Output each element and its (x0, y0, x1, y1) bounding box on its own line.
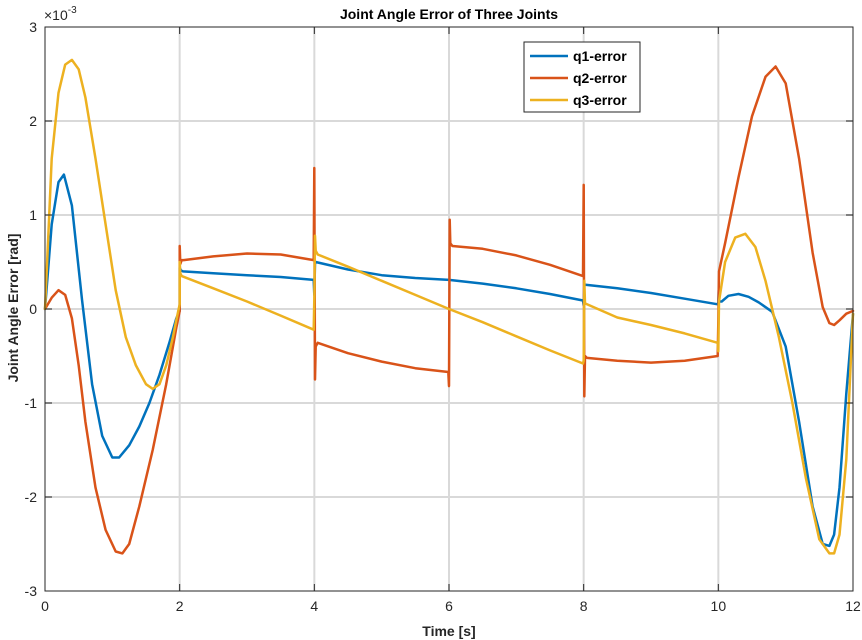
legend: q1-error q2-error q3-error (523, 41, 641, 113)
y-tick-label: -3 (25, 583, 38, 599)
legend-label-q1: q1-error (573, 48, 627, 64)
legend-label-q3: q3-error (573, 92, 627, 108)
x-tick-label: 4 (310, 598, 318, 614)
y-tick-label: 1 (29, 207, 37, 223)
y-tick-label: 2 (29, 113, 37, 129)
series-line-q2-error (43, 65, 855, 555)
y-tick-label: -1 (25, 395, 38, 411)
x-tick-label: 10 (711, 598, 727, 614)
x-tick-label: 6 (445, 598, 453, 614)
legend-label-q2: q2-error (573, 70, 627, 86)
y-tick-label: 0 (29, 301, 37, 317)
y-axis-label: Joint Angle Error [rad] (5, 234, 21, 383)
y-tick-label: 3 (29, 19, 37, 35)
y-exponent-label: ×10-3 (44, 5, 77, 23)
x-tick-label: 8 (580, 598, 588, 614)
series-line-q1-error (43, 173, 855, 548)
x-tick-label: 0 (41, 598, 49, 614)
x-tick-label: 2 (176, 598, 184, 614)
chart-title: Joint Angle Error of Three Joints (340, 6, 558, 22)
x-tick-label: 12 (845, 598, 861, 614)
x-axis-label: Time [s] (422, 623, 475, 639)
y-tick-label: -2 (25, 489, 38, 505)
series-lines (43, 58, 855, 555)
series-line-q3-error (43, 58, 855, 555)
